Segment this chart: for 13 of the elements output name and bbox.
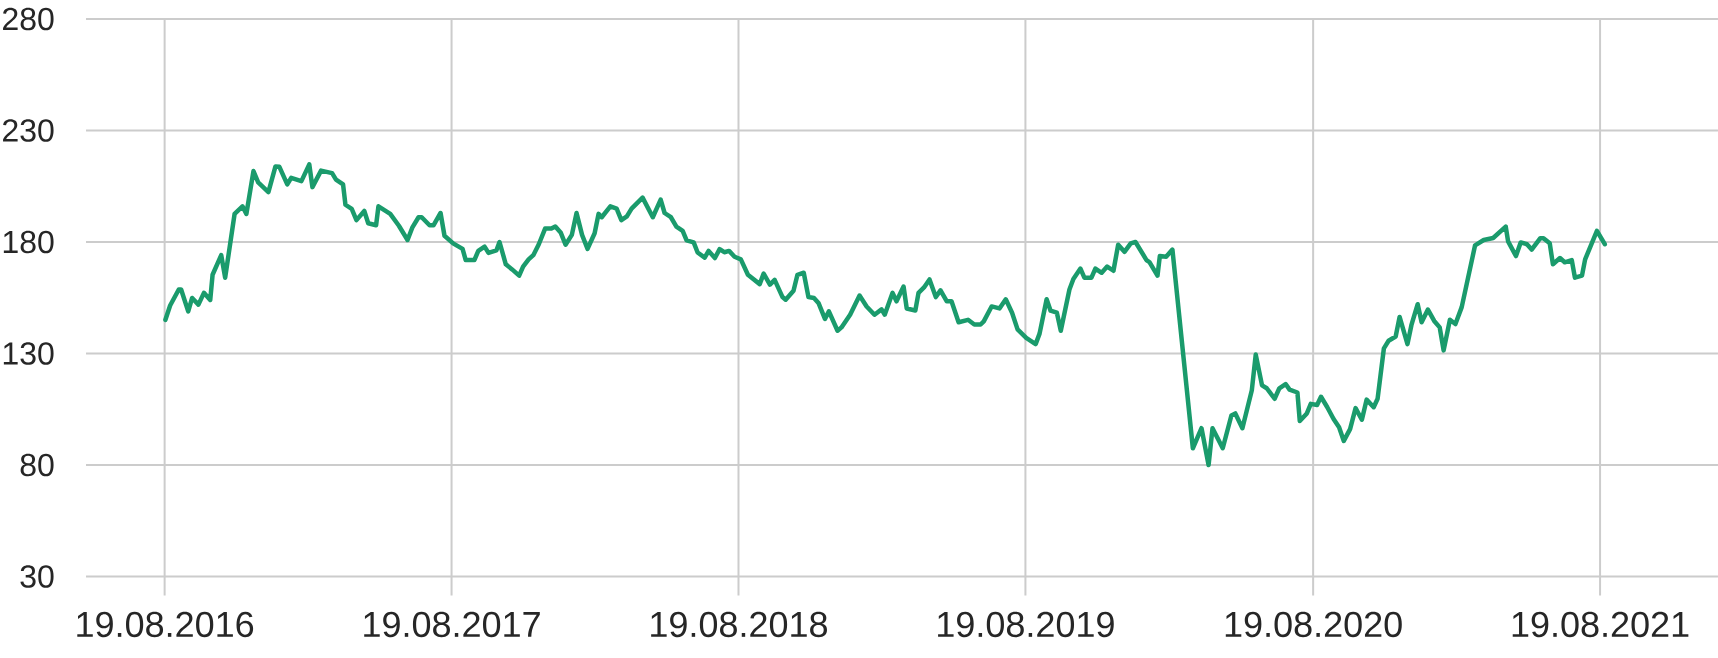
y-tick-label: 230 xyxy=(3,119,54,142)
y-tick-label: 280 xyxy=(3,7,54,31)
x-tick-label: 19.08.2020 xyxy=(1225,611,1402,638)
x-tick-label: 19.08.2019 xyxy=(938,611,1114,638)
y-tick-label: 80 xyxy=(20,453,54,477)
x-tick-label: 19.08.2018 xyxy=(651,611,827,638)
y-tick-label: 30 xyxy=(20,565,54,588)
y-tick-label: 130 xyxy=(3,342,54,365)
x-tick-label: 19.08.2021 xyxy=(1512,611,1689,638)
x-tick-label: 19.08.2017 xyxy=(364,611,540,638)
x-tick-label: 19.08.2016 xyxy=(77,611,254,638)
y-tick-label: 180 xyxy=(3,230,54,254)
line-series xyxy=(163,162,1608,468)
